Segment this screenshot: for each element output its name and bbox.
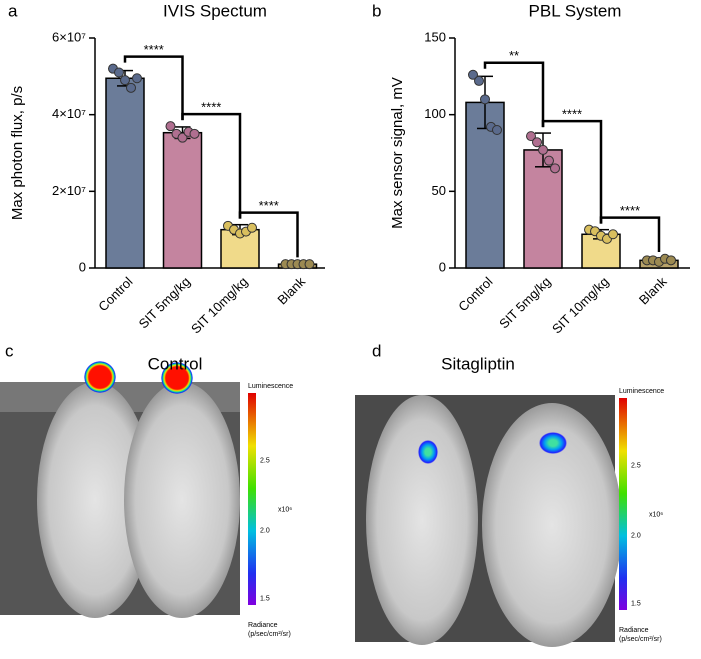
x-tick-label: Control <box>95 274 135 314</box>
significance-label: ** <box>509 48 519 63</box>
data-point <box>666 255 676 266</box>
colorbar-unit-title: Radiance <box>619 627 649 634</box>
significance-bracket <box>483 61 545 128</box>
colorbar-tick: 1.5 <box>631 600 641 607</box>
y-tick-label: 0 <box>439 259 446 274</box>
panel-letter: c <box>5 341 14 360</box>
data-point <box>120 75 130 86</box>
colorbar-tick: 2.5 <box>260 458 270 465</box>
bar <box>162 131 203 269</box>
data-point <box>304 259 315 270</box>
data-point <box>480 94 490 105</box>
significance-bracket <box>181 112 242 219</box>
colorbar-title: Luminescence <box>619 388 664 395</box>
y-tick-label: 0 <box>79 259 86 274</box>
data-point <box>538 144 548 155</box>
data-point <box>165 121 176 132</box>
colorbar-tick: 2.5 <box>631 463 641 470</box>
significance-label: **** <box>562 107 582 122</box>
y-tick-label: 100 <box>424 106 446 121</box>
x-tick-label: SIT 10mg/kg <box>188 274 251 337</box>
x-tick-label: Blank <box>274 274 308 308</box>
colorbar-title: Luminescence <box>248 383 293 390</box>
image-control <box>0 361 256 618</box>
data-point <box>526 131 536 142</box>
significance-label: **** <box>620 203 640 218</box>
significance-label: **** <box>144 42 164 57</box>
x-tick-label: SIT 10mg/kg <box>549 274 612 337</box>
data-point <box>544 155 554 166</box>
panel-title: Control <box>148 354 203 373</box>
x-tick-label: Control <box>455 274 495 314</box>
data-point <box>532 137 542 148</box>
data-point <box>126 82 136 93</box>
data-point <box>474 75 484 86</box>
data-point <box>247 222 257 233</box>
chart-title: PBL System <box>529 1 622 20</box>
data-point <box>550 163 560 174</box>
image-sitagliptin <box>355 395 627 647</box>
panel-letter: d <box>372 341 381 360</box>
x-tick-label: SIT 5mg/kg <box>136 274 193 331</box>
significance-label: **** <box>201 100 221 115</box>
significance-label: **** <box>259 198 279 213</box>
data-point <box>492 125 502 135</box>
significance-bracket <box>541 119 603 224</box>
bar <box>105 77 145 269</box>
x-tick-label: Blank <box>636 274 670 308</box>
panel-letter: b <box>372 1 381 20</box>
colorbar-unit: (p/sec/cm²/sr) <box>248 631 291 638</box>
bar <box>581 233 621 269</box>
x-tick-label: SIT 5mg/kg <box>496 274 553 331</box>
data-point <box>114 67 124 78</box>
colorbar-unit: (p/sec/cm²/sr) <box>619 636 662 643</box>
data-point <box>177 132 188 143</box>
chart-title: IVIS Spectum <box>163 1 267 20</box>
significance-bracket <box>238 211 299 258</box>
y-tick-label: 50 <box>432 183 446 198</box>
panel-title: Sitagliptin <box>441 354 515 373</box>
colorbar-tick: 2.0 <box>260 528 270 535</box>
y-tick-label: 6×10⁷ <box>52 29 86 44</box>
colorbar-tick: 1.5 <box>260 595 270 602</box>
y-tick-label: 150 <box>424 29 446 44</box>
y-tick-label: 4×10⁷ <box>52 106 86 121</box>
y-axis-label: Max photon flux, p/s <box>9 86 26 220</box>
data-point <box>608 229 618 240</box>
significance-bracket <box>599 216 661 253</box>
colorbar-scale: x10⁶ <box>649 511 663 518</box>
y-tick-label: 2×10⁷ <box>52 183 86 198</box>
colorbar-unit-title: Radiance <box>248 622 278 629</box>
data-point <box>132 73 142 84</box>
data-point <box>468 69 478 80</box>
significance-bracket <box>123 55 184 121</box>
colorbar-scale: x10⁶ <box>278 506 292 513</box>
panel-letter: a <box>8 1 18 20</box>
colorbar-tick: 2.0 <box>631 533 641 540</box>
y-axis-label: Max sensor signal, mV <box>389 77 406 229</box>
data-point <box>189 128 200 139</box>
